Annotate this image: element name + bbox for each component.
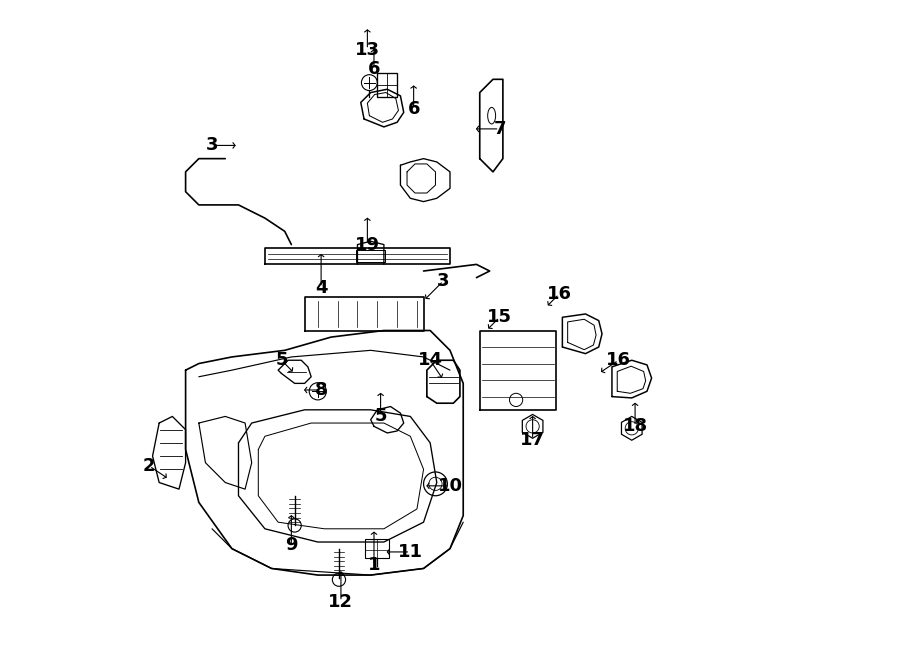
Text: 6: 6 (368, 60, 380, 79)
Text: 5: 5 (374, 407, 387, 426)
Text: 13: 13 (355, 40, 380, 59)
Text: 12: 12 (328, 592, 354, 611)
Text: 14: 14 (418, 351, 443, 369)
Text: 9: 9 (285, 536, 298, 555)
Text: 19: 19 (355, 235, 380, 254)
Text: 10: 10 (437, 477, 463, 495)
Bar (365, 539, 389, 558)
Text: 18: 18 (623, 417, 648, 436)
Text: 5: 5 (275, 351, 288, 369)
Text: 6: 6 (408, 100, 420, 118)
Text: 3: 3 (437, 272, 450, 290)
Text: 11: 11 (398, 543, 423, 561)
Text: 3: 3 (206, 136, 219, 155)
Text: 2: 2 (143, 457, 156, 475)
Text: 7: 7 (493, 120, 506, 138)
Text: 8: 8 (315, 381, 328, 399)
Text: 15: 15 (487, 308, 512, 327)
Text: 16: 16 (606, 351, 631, 369)
Bar (356, 250, 385, 262)
Text: 4: 4 (315, 278, 328, 297)
Text: 17: 17 (520, 430, 545, 449)
Text: 16: 16 (546, 285, 572, 303)
Text: 1: 1 (368, 556, 380, 574)
Bar (377, 73, 397, 97)
